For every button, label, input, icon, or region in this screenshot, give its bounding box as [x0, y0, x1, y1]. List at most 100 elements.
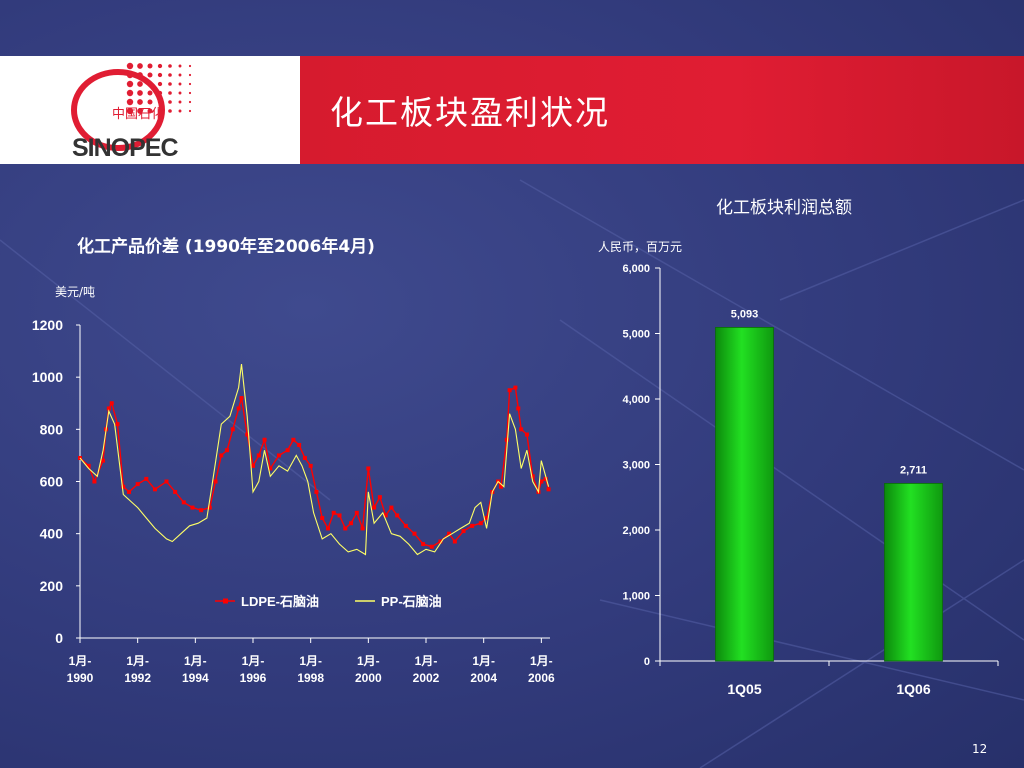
y-tick-label: 4,000 — [622, 394, 650, 406]
x-tick-label: 1月- — [184, 654, 207, 668]
x-tick-label: 1月- — [472, 654, 495, 668]
profit-bar-chart: 0 1,000 2,000 3,000 4,000 5,000 6,000 5,093 1Q0… — [622, 263, 999, 697]
series-point — [236, 406, 241, 411]
series-point — [513, 385, 518, 390]
line-chart-y-unit: 美元/吨 — [55, 285, 96, 299]
series-point — [498, 484, 503, 489]
series-point — [421, 542, 426, 547]
y-tick-label: 6,000 — [622, 263, 650, 275]
series-point — [230, 427, 235, 432]
series-point — [86, 463, 91, 468]
series-point — [239, 396, 244, 401]
series-point — [504, 437, 509, 442]
series-point — [452, 539, 457, 544]
bar-1Q06 — [884, 483, 943, 662]
series-point — [207, 505, 212, 510]
series-point — [92, 479, 97, 484]
y-tick-label: 200 — [40, 578, 64, 594]
line-chart-axes: 0 200 400 600 800 1000 1200 1月- 1990 1月- 1992 1月- 19… — [32, 317, 555, 685]
series-point — [343, 526, 348, 531]
y-tick-label: 2,000 — [622, 525, 650, 537]
series-point — [106, 406, 111, 411]
series-point — [331, 510, 336, 515]
x-tick-label: 2006 — [528, 671, 555, 685]
slide-title: 化工板块盈利状况 — [330, 93, 610, 132]
y-tick-label: 1,000 — [622, 591, 650, 603]
series-point — [470, 523, 475, 528]
series-point — [121, 484, 126, 489]
series-point — [173, 489, 178, 494]
series-point — [543, 476, 548, 481]
series-point — [127, 489, 132, 494]
series-point — [539, 479, 544, 484]
series-point — [524, 432, 529, 437]
series-point — [383, 513, 388, 518]
series-point — [276, 453, 281, 458]
series-point — [115, 422, 120, 427]
series-point — [268, 466, 273, 471]
series-point — [461, 529, 466, 534]
legend-swatch-marker — [223, 598, 228, 604]
line-chart-legend: LDPE-石脑油 PP-石脑油 — [215, 594, 442, 609]
series-point — [213, 479, 218, 484]
series-point — [389, 505, 394, 510]
x-tick-label: 1992 — [124, 671, 151, 685]
series-point — [302, 456, 307, 461]
series-point — [412, 531, 417, 536]
y-tick-label: 0 — [644, 656, 650, 668]
x-tick-label: 1月- — [69, 654, 92, 668]
legend-label: PP-石脑油 — [381, 594, 442, 609]
series-point — [325, 526, 330, 531]
x-tick-label: 2004 — [470, 671, 497, 685]
y-tick-label: 800 — [40, 421, 64, 437]
y-tick-label: 3,000 — [622, 460, 650, 472]
x-tick-label: 1月- — [415, 654, 438, 668]
y-tick-label: 1000 — [32, 369, 63, 385]
series-point — [366, 466, 371, 471]
x-tick-label: 1990 — [67, 671, 94, 685]
bar-chart-title: 化工板块利润总额 — [716, 198, 852, 218]
series-point — [164, 479, 169, 484]
x-tick-label: 2000 — [355, 671, 382, 685]
y-tick-label: 0 — [55, 630, 63, 646]
logo-wordmark: SINOPEC — [72, 134, 178, 162]
series-point — [251, 463, 256, 468]
series-point — [219, 453, 224, 458]
series-point — [447, 531, 452, 536]
series-point — [297, 442, 302, 447]
x-tick-label: 1996 — [240, 671, 267, 685]
series-line-1 — [79, 364, 550, 556]
bar-category-label: 1Q05 — [727, 681, 761, 697]
series-point — [337, 513, 342, 518]
series-point — [377, 495, 382, 500]
x-tick-label: 1998 — [297, 671, 324, 685]
x-tick-label: 1月- — [299, 654, 322, 668]
line-chart-series — [78, 364, 551, 556]
y-tick-label: 600 — [40, 474, 64, 490]
series-point — [395, 513, 400, 518]
series-point — [308, 463, 313, 468]
series-point — [320, 516, 325, 521]
series-point — [225, 448, 230, 453]
sinopec-logo: 中国石化 SINOPEC — [71, 62, 192, 162]
series-point — [507, 388, 512, 393]
series-point — [135, 482, 140, 487]
legend-label: LDPE-石脑油 — [241, 594, 319, 609]
y-tick-label: 5,000 — [622, 329, 650, 341]
series-point — [349, 521, 354, 526]
series-point — [360, 526, 365, 531]
series-point — [256, 453, 261, 458]
bar-data-label: 5,093 — [731, 308, 759, 320]
series-point — [152, 487, 157, 492]
series-point — [190, 505, 195, 510]
series-point — [285, 448, 290, 453]
x-tick-label: 1月- — [242, 654, 265, 668]
x-tick-label: 1994 — [182, 671, 209, 685]
header-red-band — [300, 56, 1024, 164]
y-tick-label: 400 — [40, 526, 64, 542]
bar-1Q05 — [715, 327, 774, 662]
series-point — [438, 539, 443, 544]
series-point — [484, 516, 489, 521]
series-point — [403, 523, 408, 528]
